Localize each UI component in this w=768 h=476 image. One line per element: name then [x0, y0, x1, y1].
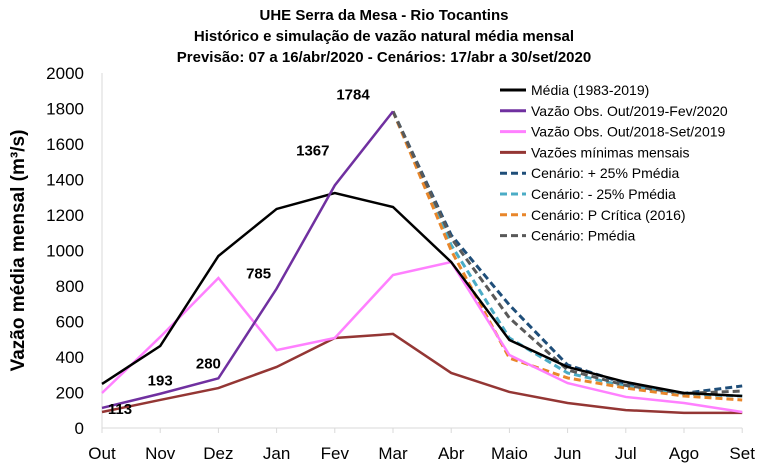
y-tick-label: 200: [56, 384, 84, 403]
x-tick-label: Fev: [321, 444, 350, 463]
y-tick-label: 1000: [46, 242, 84, 261]
data-label: 785: [246, 266, 271, 283]
y-axis-label: Vazão média mensal (m³/s): [8, 130, 29, 372]
series-line: [101, 260, 743, 414]
y-tick-label: 1800: [46, 100, 84, 119]
legend-entry: Cenário: Pmédia: [531, 228, 635, 244]
x-tick-label: Dez: [203, 444, 233, 463]
chart-title-line: Histórico e simulação de vazão natural m…: [194, 28, 574, 45]
legend-entry: Cenário: - 25% Pmédia: [531, 186, 676, 202]
legend-entry: Vazão Obs. Out/2019-Fev/2020: [531, 103, 728, 119]
x-tick-label: Mar: [378, 444, 408, 463]
y-tick-label: 400: [56, 348, 84, 367]
series-line: [101, 332, 743, 415]
series-line: [101, 191, 743, 398]
legend-entry: Cenário: P Crítica (2016): [531, 207, 686, 223]
y-tick-label: 0: [75, 419, 84, 438]
x-tick-label: Maio: [491, 444, 528, 463]
series-line: [391, 110, 743, 402]
x-tick-label: Jun: [554, 444, 581, 463]
x-tick-label: Nov: [145, 444, 176, 463]
data-label: 1367: [296, 142, 329, 159]
legend-entry: Cenário: + 25% Pmédia: [531, 165, 679, 181]
y-tick-label: 1200: [46, 206, 84, 225]
x-tick-label: Out: [88, 444, 116, 463]
data-label: 113: [108, 401, 132, 418]
x-tick-label: Abr: [438, 444, 465, 463]
series-line: [101, 110, 394, 410]
data-label: 193: [148, 373, 173, 390]
legend-entry: Média (1983-2019): [531, 82, 649, 98]
x-tick-label: Ago: [669, 444, 699, 463]
chart-title-line: Previsão: 07 a 16/abr/2020 - Cenários: 1…: [177, 49, 591, 66]
x-tick-label: Jul: [615, 444, 637, 463]
y-tick-label: 800: [56, 277, 84, 296]
legend-entry: Vazões mínimas mensais: [531, 144, 689, 160]
data-label: 280: [196, 355, 221, 372]
x-tick-label: Set: [729, 444, 755, 463]
x-tick-label: Jan: [263, 444, 290, 463]
y-tick-label: 600: [56, 313, 84, 332]
data-label: 1784: [336, 86, 370, 103]
y-tick-label: 1600: [46, 135, 84, 154]
y-tick-label: 1400: [46, 171, 84, 190]
chart-title-line: UHE Serra da Mesa - Rio Tocantins: [260, 7, 509, 24]
legend-entry: Vazão Obs. Out/2018-Set/2019: [531, 124, 726, 140]
y-tick-label: 2000: [46, 64, 84, 83]
